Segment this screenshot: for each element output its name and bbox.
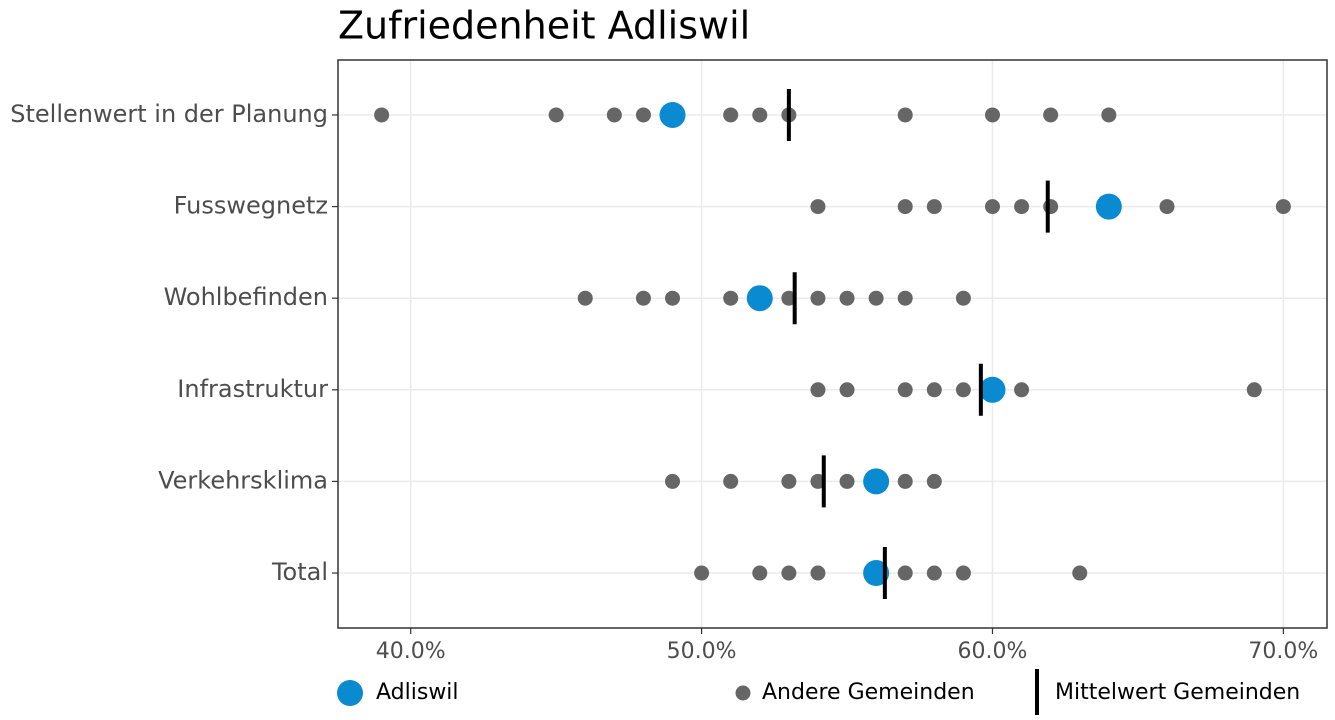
y-tick-label: Wohlbefinden [164,283,328,311]
y-tick-label: Stellenwert in der Planung [10,100,328,128]
other-dot [694,565,710,581]
legend-swatch [337,680,363,706]
other-dot [897,290,913,306]
other-dot [1043,107,1059,123]
other-dot [926,565,942,581]
other-dot [810,473,826,489]
other-dot [926,382,942,398]
adliswil-dot [659,101,686,128]
other-dot [984,107,1000,123]
other-dot [839,382,855,398]
other-dot [1043,199,1059,215]
other-dot [781,473,797,489]
adliswil-dot [1095,193,1122,220]
legend-label: Adliswil [376,680,459,705]
other-dot [781,565,797,581]
other-dot [606,107,622,123]
y-tick-label: Infrastruktur [177,375,328,403]
chart-title: Zufriedenheit Adliswil [338,4,750,48]
other-dot [723,290,739,306]
other-dot [665,473,681,489]
other-dot [723,473,739,489]
other-dot [723,107,739,123]
adliswil-dot [746,285,773,312]
x-tick-label: 60.0% [958,639,1028,664]
x-tick-label: 40.0% [376,639,446,664]
other-dot [1014,199,1030,215]
y-tick-label: Total [271,558,328,586]
other-dot [665,290,681,306]
other-dot [1246,382,1262,398]
other-dot [897,565,913,581]
other-dot [548,107,564,123]
other-dot [752,107,768,123]
other-dot [955,565,971,581]
y-tick-label: Fusswegnetz [174,192,328,220]
other-dot [839,290,855,306]
other-dot [897,382,913,398]
other-dot [955,290,971,306]
other-dot [1072,565,1088,581]
other-dot [810,382,826,398]
panel [338,60,1327,628]
panel-border [337,59,1328,629]
other-dot [635,290,651,306]
other-dot [752,565,768,581]
y-tick-label: Verkehrsklima [158,466,328,494]
other-dot [955,382,971,398]
other-dot [1014,382,1030,398]
adliswil-dot [863,468,890,495]
other-dot [810,565,826,581]
adliswil-dot [979,376,1006,403]
other-dot [897,199,913,215]
other-dot [1101,107,1117,123]
other-dot [781,290,797,306]
legend-label: Andere Gemeinden [762,680,975,705]
adliswil-dot [863,560,890,587]
other-dot [1275,199,1291,215]
other-dot [635,107,651,123]
other-dot [810,199,826,215]
legend-swatch [735,685,751,701]
other-dot [897,107,913,123]
other-dot [926,199,942,215]
other-dot [984,199,1000,215]
x-tick-label: 50.0% [667,639,737,664]
x-tick-label: 70.0% [1248,639,1318,664]
other-dot [577,290,593,306]
other-dot [868,290,884,306]
legend-label: Mittelwert Gemeinden [1055,680,1300,705]
other-dot [374,107,390,123]
other-dot [926,473,942,489]
other-dot [1159,199,1175,215]
other-dot [839,473,855,489]
other-dot [810,290,826,306]
other-dot [897,473,913,489]
